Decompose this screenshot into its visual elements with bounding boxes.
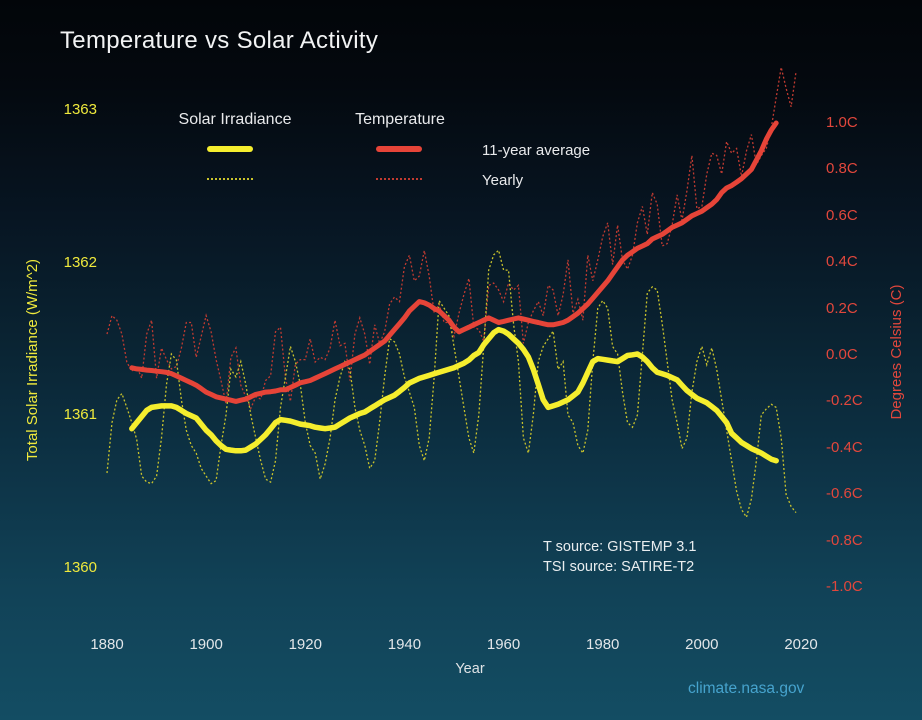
x-tick-label: 1980 [586,636,620,653]
temp-source-line: T source: GISTEMP 3.1 [543,539,697,555]
y-right-tick-label: -0.6C [826,485,863,503]
y-right-tick-label: 0.6C [826,206,858,224]
x-tick-label: 2020 [784,636,818,653]
y-right-tick-label: 0.2C [826,299,858,317]
temp_yearly-line [106,67,797,411]
temp_11yr-line [129,120,779,404]
y-right-tick-label: -0.8C [826,531,863,549]
y-right-tick-label: 1.0C [826,114,858,131]
y-left-tick-label: 1361 [63,406,97,423]
y-right-tick-label: -1.0C [826,578,863,595]
y-right-tick-label: -0.2C [826,392,863,410]
y-right-tick-label: 0.8C [826,160,858,178]
legend-solar-yearly-swatch [207,178,253,180]
legend-solar-label: Solar Irradiance [178,111,292,128]
x-tick-label: 1960 [486,636,521,653]
site-link[interactable]: climate.nasa.gov [688,680,805,697]
data-sources-note: T source: GISTEMP 3.1 TSI source: SATIRE… [543,537,696,577]
y-right-tick-label: 0.4C [826,253,858,271]
legend-temp-yearly-swatch [376,178,422,180]
y-axis-right-title: Degrees Celsius (C) [888,284,905,420]
chart-title: Temperature vs Solar Activity [60,27,379,54]
legend-temp-label: Temperature [355,111,445,128]
tsi-source-line: TSI source: SATIRE-T2 [543,559,695,575]
y-left-tick-label: 1360 [63,558,97,576]
legend-yearly-label: Yearly [482,172,524,189]
y-right-tick-label: 0.0C [826,346,858,363]
tsi_11yr-line [129,326,779,464]
legend-solar-avg-swatch [207,146,253,152]
x-tick-label: 1880 [90,636,124,653]
tsi_yearly-line [106,249,797,519]
y-left-tick-label: 1363 [63,101,97,118]
x-axis-title: Year [455,661,485,677]
x-tick-label: 1920 [288,636,322,653]
x-tick-label: 1940 [387,636,422,653]
x-tick-label: 1900 [189,636,223,653]
y-left-tick-label: 1362 [63,253,97,271]
legend-avg-label: 11-year average [482,142,591,159]
legend-temp-avg-swatch [376,146,422,152]
y-axis-left-title: Total Solar Irradiance (W/m^2) [24,258,41,462]
x-tick-label: 2000 [685,636,719,653]
y-right-tick-label: -0.4C [826,438,863,456]
